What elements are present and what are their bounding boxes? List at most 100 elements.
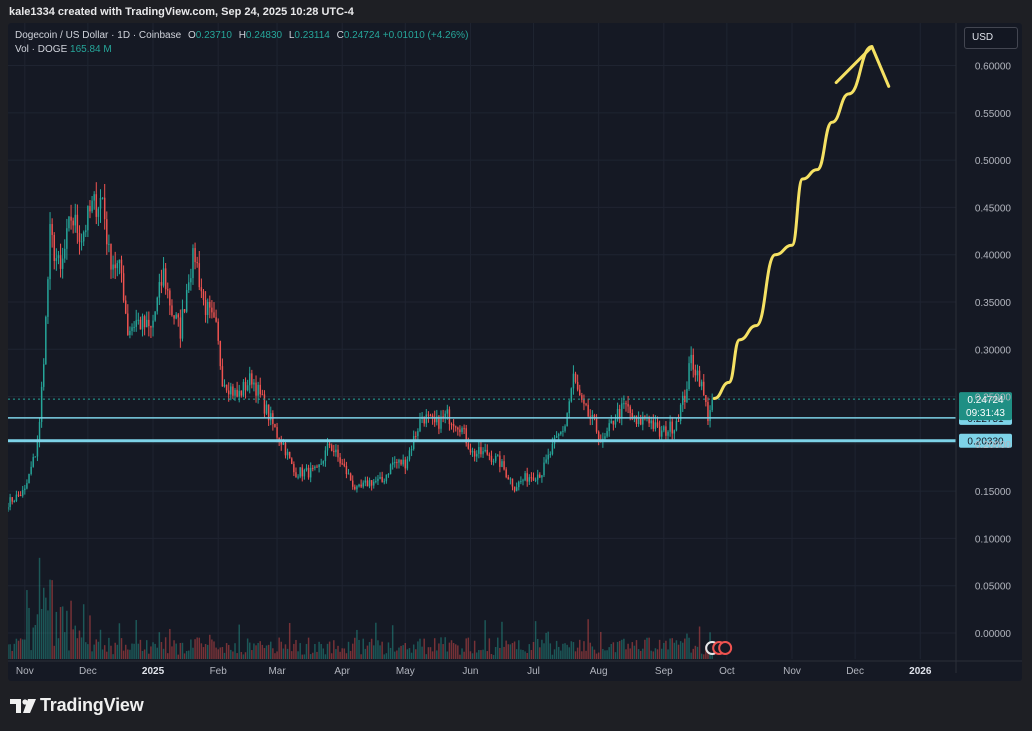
countdown-label: 09:31:43 <box>966 408 1005 419</box>
candle-body <box>604 436 606 439</box>
event-marker-icon <box>718 641 733 655</box>
volume-bar <box>150 646 152 659</box>
volume-bar <box>354 637 356 659</box>
volume-bar <box>230 649 232 659</box>
candle-body <box>156 297 158 312</box>
candle-body <box>518 481 520 488</box>
volume-bar <box>40 608 43 659</box>
candle-body <box>520 481 522 483</box>
currency-button[interactable]: USD <box>964 27 1018 49</box>
candle-body <box>72 220 74 226</box>
volume-bar <box>583 641 585 659</box>
volume-bar <box>190 639 192 659</box>
candle-body <box>362 482 364 487</box>
candle-body <box>387 474 390 476</box>
volume-bar <box>690 652 692 659</box>
candle-body <box>463 428 465 430</box>
volume-bar <box>175 643 177 659</box>
volume-bar <box>148 653 150 659</box>
volume-bar <box>120 638 123 659</box>
candle-body <box>181 309 184 339</box>
candle-body <box>471 451 474 453</box>
x-tick-label: Nov <box>16 666 34 677</box>
candle-body <box>406 459 409 469</box>
candle-body <box>555 436 558 438</box>
candle-body <box>473 451 476 457</box>
volume-bar <box>97 641 100 659</box>
candle-body <box>656 422 659 427</box>
candle-body <box>612 420 615 425</box>
volume-bar <box>398 647 400 659</box>
candle-body <box>427 414 430 416</box>
candle-body <box>341 463 343 465</box>
candle-body <box>524 473 526 481</box>
volume-bar <box>406 649 409 659</box>
volume-bar <box>246 638 249 659</box>
tradingview-logo[interactable]: TradingView <box>10 695 144 716</box>
candle-body <box>284 442 287 456</box>
volume-bar <box>436 650 438 659</box>
hand-drawn-arrow <box>705 45 891 655</box>
volume-bar <box>297 651 299 659</box>
volume-bar <box>129 649 131 659</box>
candle-body <box>686 388 688 402</box>
candle-body <box>221 366 224 387</box>
volume-bar <box>158 632 161 659</box>
candle-body <box>198 263 201 288</box>
candle-body <box>568 401 570 414</box>
volume-bar <box>505 640 507 659</box>
candle-body <box>370 480 373 486</box>
candle-body <box>234 389 236 396</box>
candle-body <box>433 417 436 423</box>
candle-body <box>61 258 64 269</box>
volume-bar <box>686 633 688 659</box>
support-price-label: 0.20330 <box>967 437 1004 448</box>
volume-bar <box>196 637 198 659</box>
volume-bar <box>679 641 682 659</box>
volume-bar <box>492 654 495 659</box>
candle-body <box>286 451 289 456</box>
candle-body <box>608 423 610 432</box>
x-tick-label: 2025 <box>142 666 165 677</box>
volume-bar <box>591 646 594 659</box>
candle-body <box>282 442 285 445</box>
candle-body <box>200 287 203 292</box>
candle-body <box>314 466 316 469</box>
volume-bar <box>433 638 436 659</box>
candle-body <box>343 463 346 466</box>
candle-body <box>309 467 312 478</box>
volume-bar <box>707 651 709 659</box>
candle-body <box>629 406 631 414</box>
candle-body <box>688 363 690 389</box>
volume-bar <box>614 652 617 659</box>
y-tick-label: 0.25000 <box>975 393 1012 404</box>
volume-bar <box>467 637 470 659</box>
candle-body <box>375 481 377 483</box>
candle-body <box>574 373 577 382</box>
volume-bar <box>658 639 661 659</box>
volume-bar <box>141 651 144 659</box>
support-price-tag <box>959 433 1012 448</box>
volume-bar <box>427 647 430 659</box>
candle-body <box>248 373 251 386</box>
volume-bar <box>379 645 381 659</box>
volume-bar <box>8 644 9 659</box>
candle-body <box>358 484 360 487</box>
volume-bar <box>116 644 119 659</box>
volume-bar <box>377 640 379 659</box>
volume-bar <box>82 604 85 659</box>
candle-body <box>572 373 575 389</box>
candle-body <box>202 291 205 300</box>
candle-body <box>682 395 684 405</box>
volume-bar <box>698 626 701 659</box>
volume-bar <box>597 652 600 659</box>
volume-bar <box>28 607 30 659</box>
candle-body <box>167 289 169 291</box>
volume-bar <box>356 629 358 659</box>
candle-body <box>511 478 514 487</box>
volume-bar <box>272 648 274 659</box>
volume-bar <box>543 643 545 659</box>
volume-bar <box>541 639 543 659</box>
